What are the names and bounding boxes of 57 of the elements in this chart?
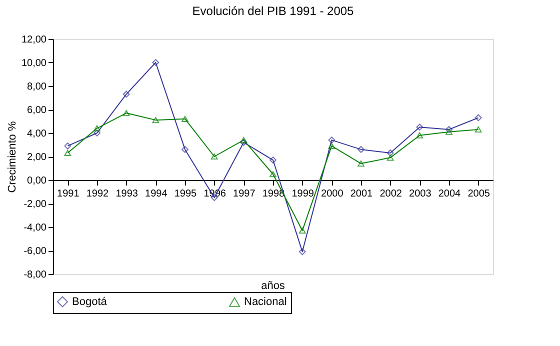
x-tick-label: 1999 [292, 188, 314, 200]
point [358, 160, 364, 167]
point [270, 171, 276, 178]
point [152, 117, 160, 124]
point [64, 150, 72, 156]
point [182, 146, 188, 153]
x-tick-label: 1993 [116, 188, 138, 200]
x-tick-label: 1992 [86, 188, 110, 200]
x-tick-label: 2005 [468, 188, 490, 200]
y-tick-label: 6,00 [27, 105, 47, 116]
point [358, 146, 364, 153]
x-tick-label: 1991 [57, 188, 80, 200]
x-tick-label: 1995 [174, 188, 198, 200]
point [386, 150, 394, 156]
x-tick-label: 1994 [145, 188, 168, 200]
point [416, 132, 424, 138]
y-tick-label: -6,00 [24, 246, 47, 257]
x-tick-label: 1997 [233, 188, 256, 200]
x-tick-label: 2004 [438, 188, 462, 200]
point [94, 125, 100, 132]
point [94, 130, 100, 136]
x-axis-title: años [261, 280, 286, 292]
chart-title: Evolución del PIB 1991 - 2005 [192, 4, 354, 18]
point [474, 126, 482, 133]
point [240, 136, 248, 144]
point [446, 128, 452, 135]
y-axis-title: Crecimiento % [6, 121, 18, 193]
point [416, 124, 424, 131]
point [270, 156, 276, 164]
y-tick-label: 2,00 [27, 152, 47, 163]
point [210, 153, 218, 160]
y-tick-label: -8,00 [24, 270, 47, 280]
point [64, 142, 72, 150]
x-tick-label: 2001 [350, 188, 374, 200]
y-tick-label: 8,00 [27, 82, 47, 92]
point [298, 227, 306, 234]
y-tick-label: -2,00 [24, 199, 47, 210]
point [386, 154, 394, 161]
y-tick-label: 4,00 [27, 128, 47, 140]
y-tick-label: 0,00 [27, 176, 47, 186]
point [122, 110, 130, 116]
x-tick-label: 2002 [380, 188, 402, 200]
y-tick-label: 12,00 [21, 34, 47, 46]
y-tick-label: 10,00 [21, 58, 47, 69]
point [328, 136, 336, 144]
point [474, 114, 482, 122]
point [328, 142, 336, 149]
legend-label: Bogotá [72, 296, 108, 308]
point [152, 59, 160, 66]
point [240, 138, 248, 146]
legend-label: Nacional [244, 296, 287, 308]
point [298, 248, 306, 256]
x-tick-label: 2003 [409, 188, 432, 200]
y-tick-label: -4,00 [24, 222, 47, 234]
point [182, 116, 188, 122]
x-tick-label: 2000 [321, 188, 344, 200]
point [122, 90, 130, 98]
